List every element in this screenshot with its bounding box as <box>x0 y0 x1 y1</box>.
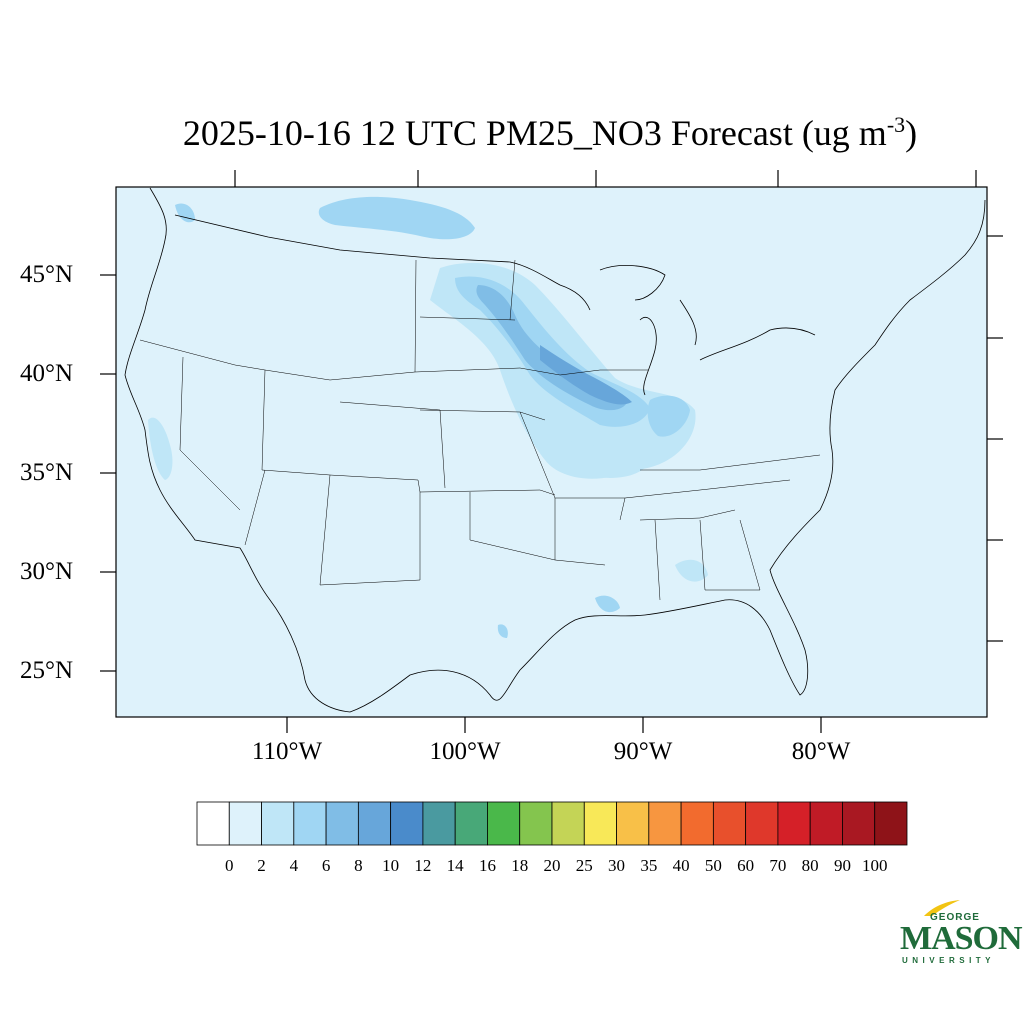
colorbar-label: 25 <box>575 856 593 875</box>
colorbar-label: 30 <box>608 856 626 875</box>
texas-patch <box>497 624 508 638</box>
plume-peak <box>540 345 632 405</box>
colorbar-box <box>519 801 553 846</box>
colorbar-label: 70 <box>769 856 787 875</box>
colorbar-box <box>874 801 908 846</box>
colorbar-box <box>261 801 295 846</box>
lat-label-35: 35°N <box>20 459 74 486</box>
colorbar-box <box>454 801 488 846</box>
lon-label-100: 100°W <box>429 738 501 765</box>
colorbar-box <box>680 801 714 846</box>
lat-label-45: 45°N <box>20 261 74 288</box>
great-lakes <box>599 265 816 396</box>
south-plume <box>559 440 650 478</box>
colorbar-box <box>228 801 262 846</box>
colorbar-box <box>745 801 779 846</box>
colorbar-label: 40 <box>672 856 690 875</box>
colorbar-label: 4 <box>289 856 299 875</box>
colorbar-box <box>551 801 585 846</box>
colorbar-box <box>809 801 843 846</box>
canada-patch <box>318 196 475 240</box>
state-lines <box>139 259 821 601</box>
colorbar-label: 0 <box>225 856 234 875</box>
colorbar-label: 8 <box>354 856 363 875</box>
colorbar-label: 18 <box>511 856 529 875</box>
gmu-logo: GEORGE MASON UNIVERSITY <box>894 898 1023 970</box>
california-patch <box>148 417 173 480</box>
logo-line2: MASON <box>900 920 1023 957</box>
colorbar-box <box>648 801 682 846</box>
colorbar-box <box>487 801 521 846</box>
chart-title: 2025-10-16 12 UTC PM25_NO3 Forecast (ug … <box>0 112 1024 154</box>
colorbar-label: 2 <box>257 856 266 875</box>
colorbar-label: 6 <box>321 856 331 875</box>
lat-label-30: 30°N <box>20 558 74 585</box>
colorbar-label: 12 <box>414 856 432 875</box>
colorbar-label: 20 <box>543 856 561 875</box>
colorbar-box <box>390 801 424 846</box>
louisiana-patch <box>595 595 620 613</box>
title-text: 2025-10-16 12 UTC PM25_NO3 Forecast (ug … <box>182 113 887 153</box>
indiana-patch <box>647 395 690 437</box>
colorbar-label: 80 <box>801 856 819 875</box>
logo-swoosh-icon <box>924 900 960 916</box>
colorbar-box <box>777 801 811 846</box>
frame-ticks <box>100 170 1003 733</box>
colorbar-label: 10 <box>382 856 400 875</box>
colorbar-label: 14 <box>446 856 464 875</box>
lat-label-25: 25°N <box>20 657 74 684</box>
canada-border <box>174 214 591 311</box>
colorbar-box <box>293 801 327 846</box>
colorbar-box <box>616 801 650 846</box>
concentration-field <box>148 196 708 638</box>
colorbar-label: 60 <box>737 856 755 875</box>
logo-line1: GEORGE <box>930 912 980 923</box>
colorbar-box <box>712 801 747 846</box>
colorbar-label: 35 <box>640 856 658 875</box>
colorbar-box <box>357 801 392 846</box>
colorbar-label: 90 <box>833 856 851 875</box>
lon-label-110: 110°W <box>251 738 323 765</box>
colorbar-box <box>196 801 230 846</box>
colorbar-label: 50 <box>704 856 722 875</box>
lon-label-80: 80°W <box>791 738 851 765</box>
colorbar-box <box>583 801 617 846</box>
logo-line3: UNIVERSITY <box>902 956 996 965</box>
coastlines-borders <box>124 187 986 713</box>
lat-label-40: 40°N <box>20 360 74 387</box>
colorbar-label: 100 <box>861 856 888 875</box>
coastline <box>124 187 986 713</box>
alabama-patch <box>675 559 708 582</box>
title-superscript: -3 <box>886 112 906 137</box>
title-close: ) <box>905 113 918 153</box>
lon-label-90: 90°W <box>613 738 673 765</box>
map-panel <box>100 170 1003 733</box>
colorbar-label: 16 <box>478 856 496 875</box>
colorbar <box>196 801 908 846</box>
plume-core <box>476 285 628 411</box>
colorbar-box <box>842 801 876 846</box>
washington-patch <box>175 203 195 223</box>
colorbar-box <box>422 801 456 846</box>
colorbar-box <box>325 801 359 846</box>
